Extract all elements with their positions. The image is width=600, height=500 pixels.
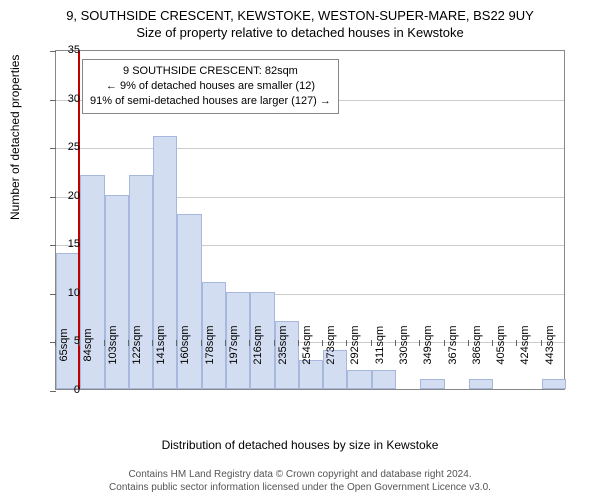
x-tick (55, 340, 56, 346)
x-tick-label: 424sqm (519, 325, 531, 364)
x-tick (298, 340, 299, 346)
x-tick (492, 340, 493, 346)
x-tick-label: 160sqm (179, 325, 191, 364)
annotation-line2: ← 9% of detached houses are smaller (12) (90, 79, 331, 94)
x-tick-label: 141sqm (155, 325, 167, 364)
x-tick (346, 340, 347, 346)
x-tick (516, 340, 517, 346)
footer-line1: Contains HM Land Registry data © Crown c… (0, 468, 600, 481)
x-tick-label: 178sqm (204, 325, 216, 364)
x-tick (322, 340, 323, 346)
x-tick-label: 216sqm (252, 325, 264, 364)
x-tick-label: 405sqm (495, 325, 507, 364)
y-tick-label: 25 (50, 141, 80, 153)
y-tick-label: 35 (50, 44, 80, 56)
y-tick-label: 15 (50, 238, 80, 250)
x-axis-label: Distribution of detached houses by size … (0, 438, 600, 452)
y-tick-label: 20 (50, 190, 80, 202)
x-tick-label: 367sqm (447, 325, 459, 364)
x-tick (419, 340, 420, 346)
x-tick (541, 340, 542, 346)
histogram-bar (542, 379, 566, 389)
x-tick-label: 273sqm (325, 325, 337, 364)
x-tick-label: 349sqm (422, 325, 434, 364)
x-tick (444, 340, 445, 346)
x-tick-label: 254sqm (301, 325, 313, 364)
annotation-line1: 9 SOUTHSIDE CRESCENT: 82sqm (90, 64, 331, 79)
x-tick-label: 197sqm (228, 325, 240, 364)
x-tick-label: 65sqm (58, 328, 70, 361)
y-tick-label: 10 (50, 287, 80, 299)
x-tick (468, 340, 469, 346)
x-tick-label: 235sqm (277, 325, 289, 364)
x-tick (79, 340, 80, 346)
x-tick (201, 340, 202, 346)
histogram-bar (347, 370, 371, 389)
x-tick (128, 340, 129, 346)
page-subtitle: Size of property relative to detached ho… (0, 23, 600, 40)
histogram-bar (420, 379, 444, 389)
x-tick (371, 340, 372, 346)
x-tick (274, 340, 275, 346)
x-tick-label: 311sqm (374, 326, 386, 364)
y-tick-label: 0 (50, 384, 80, 396)
x-tick-label: 103sqm (107, 325, 119, 364)
x-tick (104, 340, 105, 346)
x-tick (152, 340, 153, 346)
x-tick (395, 340, 396, 346)
gridline (56, 148, 564, 149)
page-title: 9, SOUTHSIDE CRESCENT, KEWSTOKE, WESTON-… (0, 0, 600, 23)
y-tick-label: 30 (50, 93, 80, 105)
annotation-line3: 91% of semi-detached houses are larger (… (90, 94, 331, 109)
histogram-bar (372, 370, 396, 389)
x-tick-label: 330sqm (398, 325, 410, 364)
x-tick (225, 340, 226, 346)
x-tick-label: 122sqm (131, 325, 143, 364)
footer-line2: Contains public sector information licen… (0, 481, 600, 494)
y-axis-label: Number of detached properties (8, 55, 22, 220)
histogram-bar (469, 379, 493, 389)
x-tick-label: 84sqm (82, 328, 94, 361)
x-tick (249, 340, 250, 346)
histogram-bar (56, 253, 80, 389)
annotation-box: 9 SOUTHSIDE CRESCENT: 82sqm ← 9% of deta… (82, 59, 339, 114)
x-tick (176, 340, 177, 346)
x-tick-label: 292sqm (349, 325, 361, 364)
x-tick-label: 386sqm (471, 325, 483, 364)
x-tick-label: 443sqm (544, 325, 556, 364)
footer: Contains HM Land Registry data © Crown c… (0, 468, 600, 494)
